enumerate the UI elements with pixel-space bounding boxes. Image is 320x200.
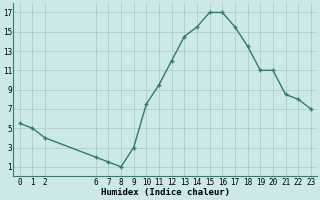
X-axis label: Humidex (Indice chaleur): Humidex (Indice chaleur) (101, 188, 230, 197)
